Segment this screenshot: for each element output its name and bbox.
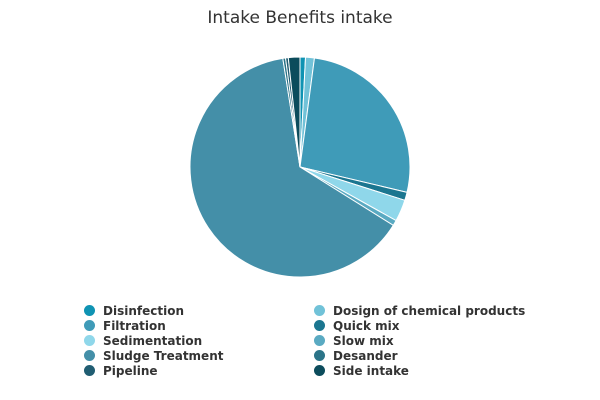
legend-swatch: [314, 365, 325, 376]
legend-swatch: [84, 350, 95, 361]
legend-swatch: [314, 305, 325, 316]
legend-label: Side intake: [333, 363, 409, 378]
legend-label: Quick mix: [333, 318, 400, 333]
legend-item-disinfection[interactable]: Disinfection: [84, 303, 314, 318]
legend-item-filtration[interactable]: Filtration: [84, 318, 314, 333]
chart-title: Intake Benefits intake: [207, 8, 393, 28]
legend-label: Slow mix: [333, 333, 394, 348]
legend-item-dosign-of-chemical-products[interactable]: Dosign of chemical products: [314, 303, 544, 318]
legend-label: Dosign of chemical products: [333, 303, 526, 318]
legend-swatch: [84, 365, 95, 376]
legend-label: Pipeline: [103, 363, 158, 378]
legend-item-side-intake[interactable]: Side intake: [314, 363, 544, 378]
legend-label: Sedimentation: [103, 333, 203, 348]
legend-item-slow-mix[interactable]: Slow mix: [314, 333, 544, 348]
legend-label: Desander: [333, 348, 398, 363]
legend-label: Filtration: [103, 318, 166, 333]
legend-swatch: [84, 335, 95, 346]
pie-slice-side-intake[interactable]: [287, 56, 301, 168]
chart-legend: Disinfection Dosign of chemical products F…: [84, 303, 544, 378]
legend-swatch: [314, 335, 325, 346]
pie-slice-filtration[interactable]: [299, 57, 411, 193]
legend-item-desander[interactable]: Desander: [314, 348, 544, 363]
legend-item-sludge-treatment[interactable]: Sludge Treatment: [84, 348, 314, 363]
legend-swatch: [314, 320, 325, 331]
pie-slice-sludge-treatment[interactable]: [189, 57, 394, 278]
legend-label: Disinfection: [103, 303, 184, 318]
legend-swatch: [314, 350, 325, 361]
legend-item-quick-mix[interactable]: Quick mix: [314, 318, 544, 333]
legend-swatch: [84, 320, 95, 331]
legend-item-sedimentation[interactable]: Sedimentation: [84, 333, 314, 348]
legend-label: Sludge Treatment: [103, 348, 224, 363]
legend-swatch: [84, 305, 95, 316]
legend-item-pipeline[interactable]: Pipeline: [84, 363, 314, 378]
